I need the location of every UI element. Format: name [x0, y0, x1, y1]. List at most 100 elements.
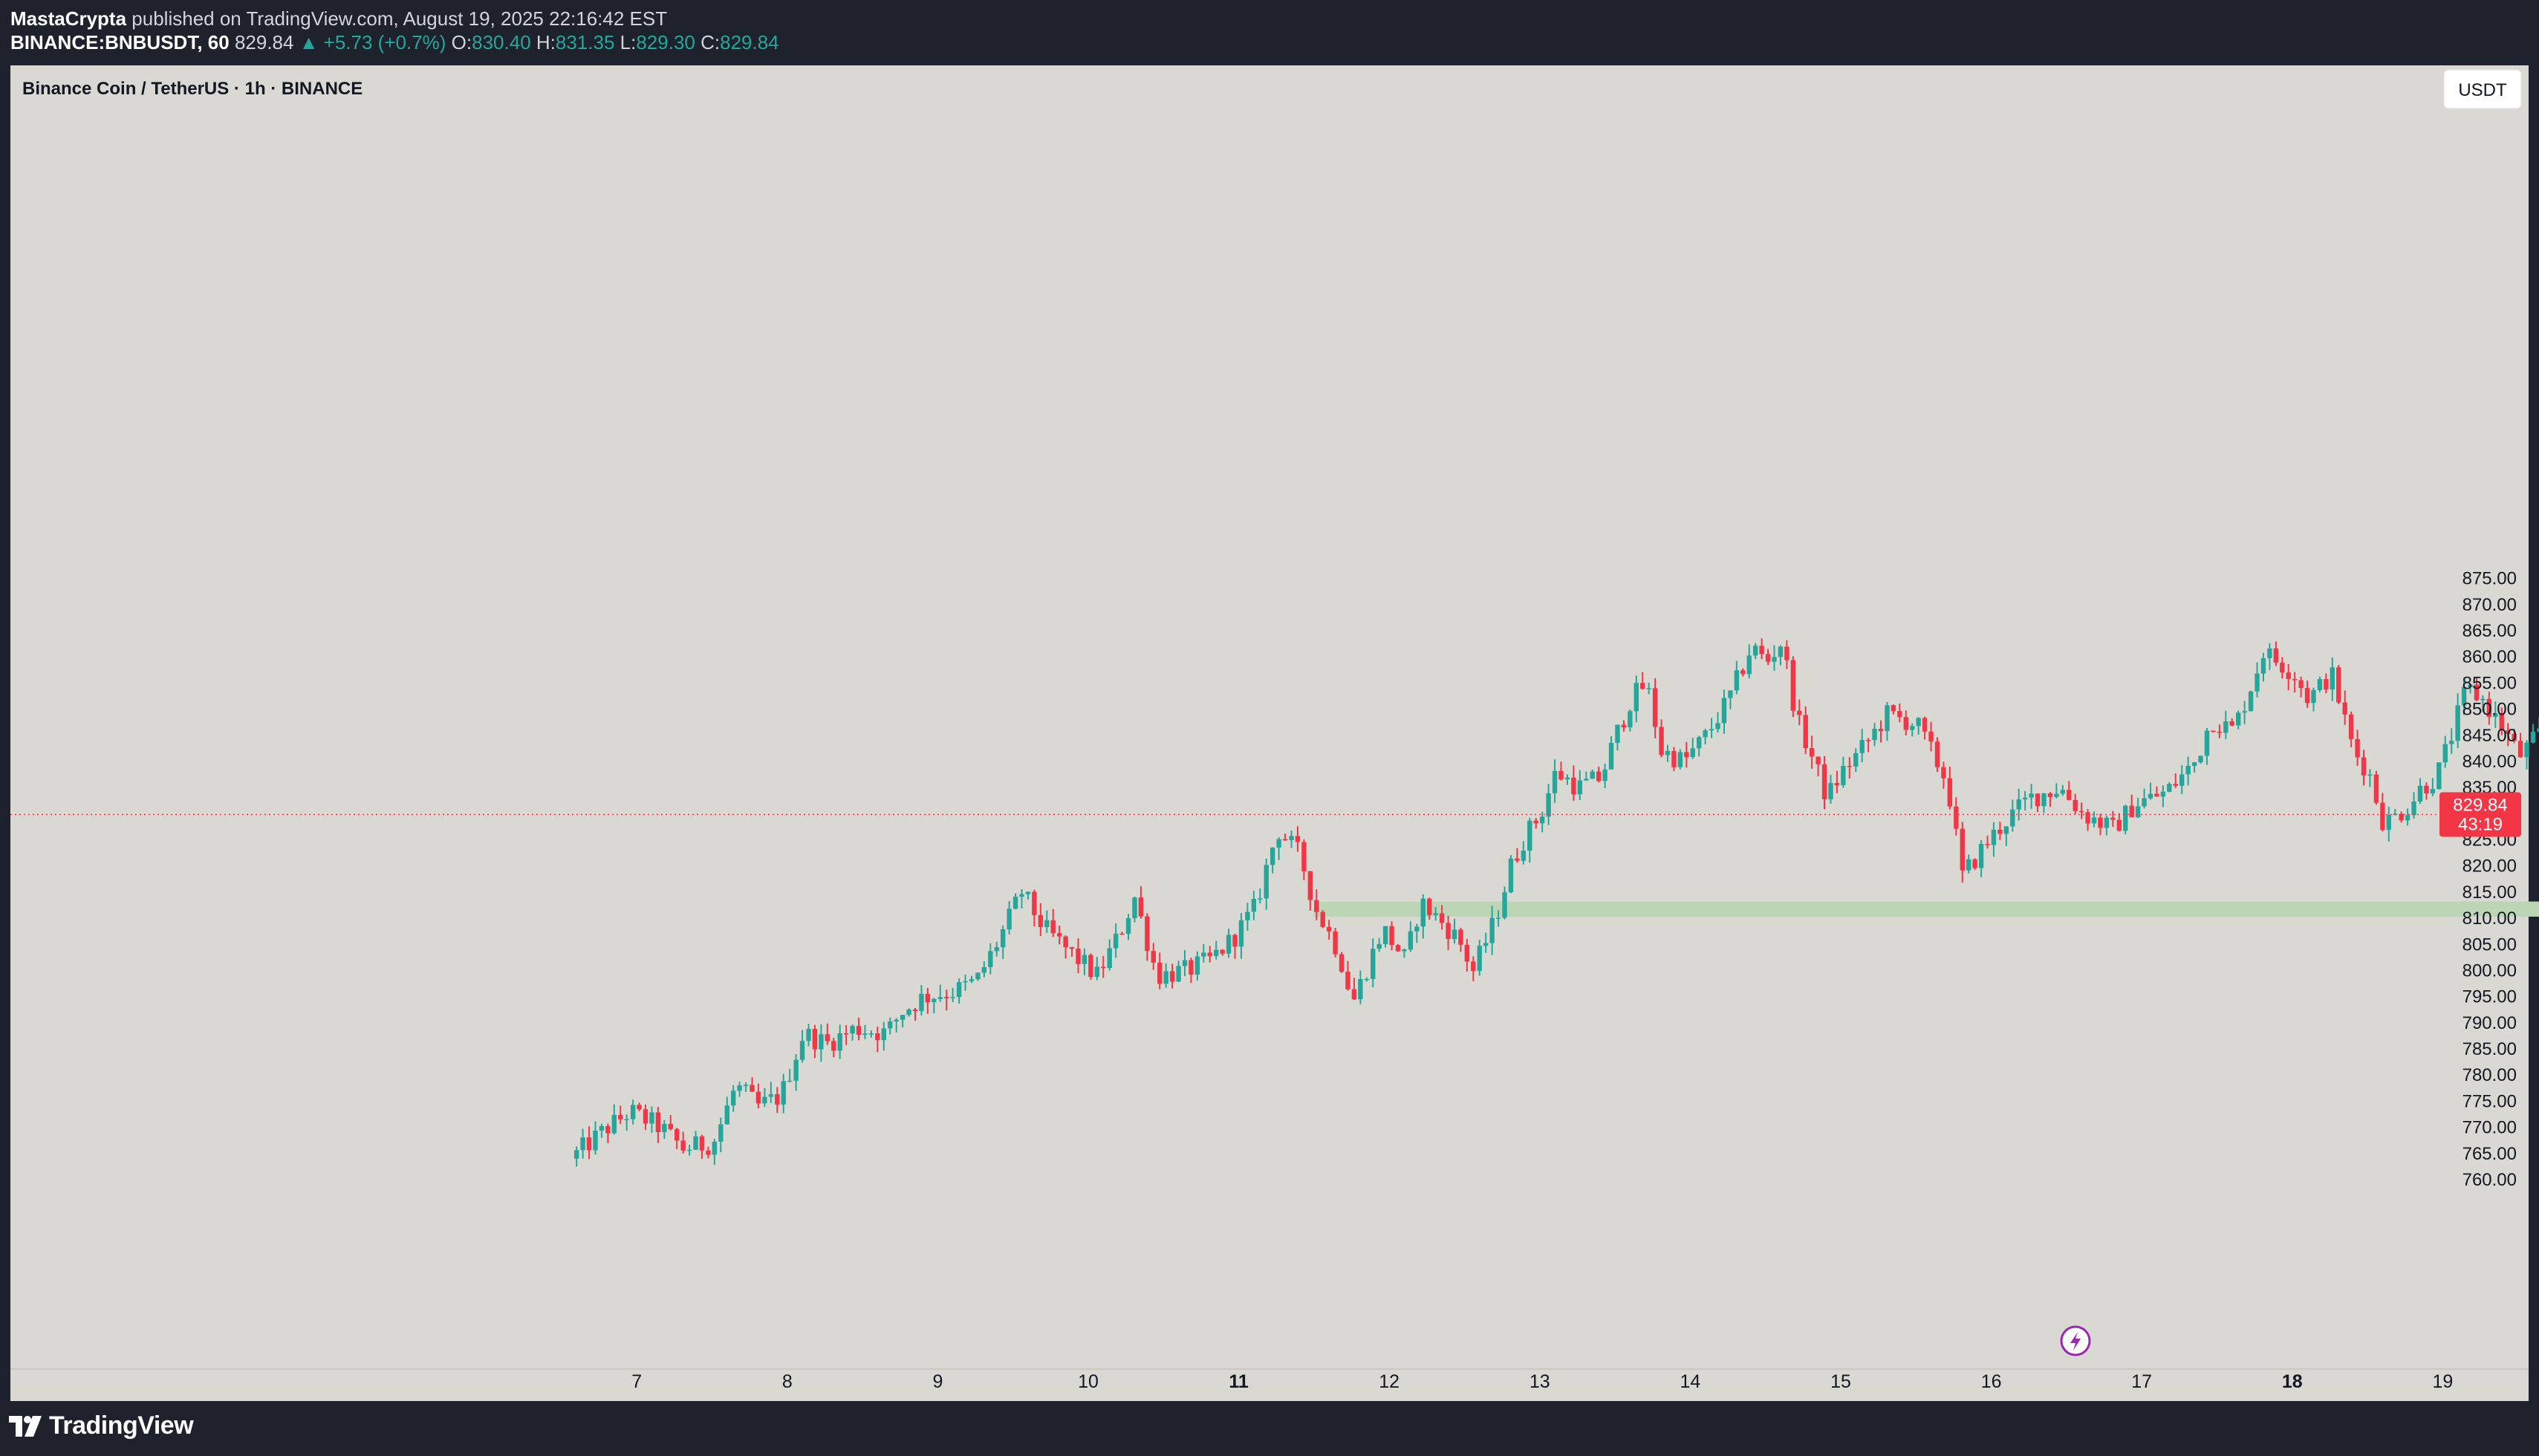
candle — [799, 1030, 805, 1063]
author-name[interactable]: MastaCrypta — [10, 7, 127, 30]
candle — [1960, 822, 1965, 883]
currency-button-label[interactable]: USDT — [2458, 80, 2507, 100]
candle-body — [1076, 948, 1081, 964]
symbol-label[interactable]: BINANCE:BNBUSDT, 60 — [10, 31, 230, 53]
candle-body — [806, 1029, 811, 1041]
candle — [1790, 656, 1796, 718]
candle-body — [1715, 723, 1720, 729]
candle — [1264, 858, 1269, 910]
candle — [1151, 943, 1156, 970]
candle-body — [2373, 774, 2379, 803]
candle-body — [856, 1026, 862, 1035]
last-price: 829.84 — [234, 31, 294, 53]
candle-body — [2417, 785, 2423, 802]
candle — [1697, 735, 1702, 757]
candle — [1916, 717, 1921, 735]
price-tick-label: 765.00 — [2462, 1144, 2517, 1164]
candle-body — [2116, 819, 2122, 831]
candle-body — [875, 1033, 880, 1041]
candle-body — [2386, 815, 2392, 831]
time-tick-label: 17 — [2131, 1371, 2152, 1392]
candle-body — [2480, 698, 2486, 701]
candle-body — [1709, 729, 1714, 731]
candle-body — [743, 1085, 749, 1086]
candle-body — [2041, 793, 2047, 807]
price-axis[interactable]: 875.00 870.00 865.00 860.00 855.00 850.00 845.… — [2462, 569, 2517, 1190]
candle — [963, 974, 968, 991]
candle-body — [1107, 948, 1112, 969]
candle — [2016, 788, 2021, 821]
candle-body — [2167, 784, 2172, 792]
candle-body — [1859, 740, 1865, 753]
candle-body — [2035, 793, 2041, 807]
time-tick-label: 18 — [2282, 1371, 2303, 1392]
candle-body — [2267, 648, 2272, 659]
candle-body — [1697, 737, 1702, 749]
candle-body — [1784, 646, 1789, 660]
candle-body — [2436, 762, 2442, 790]
time-tick-label: 10 — [1078, 1371, 1099, 1392]
lightning-icon[interactable] — [2060, 1325, 2091, 1356]
candle-body — [712, 1141, 718, 1155]
candle — [718, 1117, 724, 1153]
candle-body — [1307, 871, 1313, 900]
chart-pane[interactable] — [10, 65, 2529, 1401]
candle-body — [737, 1085, 742, 1091]
candle — [593, 1121, 598, 1155]
candle — [1803, 706, 1808, 754]
candle-body — [944, 997, 949, 998]
candle-body — [2254, 673, 2260, 692]
candle-body — [1458, 929, 1463, 945]
candle — [1521, 841, 1527, 865]
candle — [1841, 756, 1846, 788]
candle — [2280, 657, 2285, 679]
currency-button-bg[interactable] — [2443, 69, 2522, 109]
candle — [2067, 781, 2072, 801]
candle-body — [2380, 802, 2385, 831]
candle — [1859, 728, 1865, 763]
candle — [2399, 811, 2404, 823]
currency-button[interactable]: USDT — [2443, 69, 2522, 109]
candle — [2185, 756, 2191, 786]
time-tick-label: 8 — [782, 1371, 793, 1392]
candle-body — [2517, 741, 2523, 758]
candle — [2273, 641, 2279, 666]
candle-body — [1326, 926, 1332, 932]
candle — [1439, 905, 1445, 930]
candle — [668, 1115, 673, 1131]
candle-body — [1539, 816, 1545, 824]
candle-body — [1495, 917, 1501, 919]
candle-body — [2211, 730, 2216, 732]
candle — [875, 1026, 880, 1053]
candle-body — [894, 1019, 899, 1022]
candle-body — [1019, 894, 1024, 897]
candle-body — [1558, 770, 1564, 780]
candle — [1289, 830, 1294, 848]
candle-body — [837, 1033, 842, 1051]
price-chart[interactable]: Binance Coin / TetherUS · 1h · BINANCE 8… — [0, 0, 2539, 1401]
candle-body — [2010, 809, 2015, 827]
candle-body — [1633, 683, 1639, 712]
candle — [2148, 782, 2153, 800]
time-axis[interactable]: 78910111213141516171819202122 — [631, 1371, 2539, 1392]
price-tick-label: 790.00 — [2462, 1013, 2517, 1033]
candle-body — [1533, 820, 1538, 824]
candle-body — [2123, 805, 2128, 831]
candle — [1050, 909, 1056, 937]
tradingview-logo[interactable]: TradingView — [9, 1411, 194, 1440]
candle-body — [680, 1140, 686, 1151]
candle-body — [1797, 710, 1802, 715]
candle — [1671, 747, 1677, 772]
candle-body — [2493, 713, 2498, 718]
candle-body — [1765, 654, 1771, 662]
candle — [775, 1087, 780, 1114]
candle — [1508, 854, 1514, 894]
candle-body — [1395, 945, 1401, 952]
candle — [1558, 761, 1564, 781]
candle — [1446, 915, 1451, 950]
candle — [643, 1104, 648, 1130]
candle-body — [1815, 756, 1821, 764]
time-tick-label: 15 — [1830, 1371, 1851, 1392]
candle — [1194, 951, 1200, 981]
candle — [2198, 755, 2203, 764]
